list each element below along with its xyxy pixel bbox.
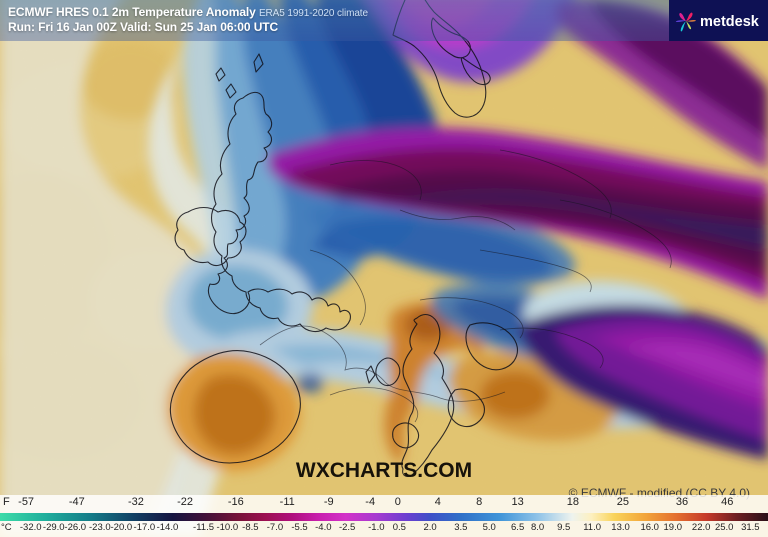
- svg-text:metdesk: metdesk: [700, 14, 760, 30]
